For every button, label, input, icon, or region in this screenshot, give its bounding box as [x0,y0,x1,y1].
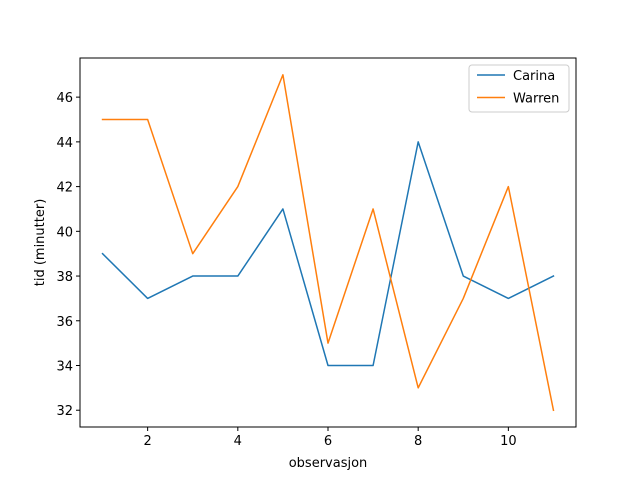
legend-label-warren: Warren [513,92,559,107]
y-tick-label: 34 [56,360,73,375]
legend-label-carina: Carina [513,69,555,84]
legend: Carina Warren [468,64,570,113]
x-tick-label: 6 [324,434,332,449]
x-tick-label: 10 [500,434,517,449]
y-axis-label: tid (minutter) [33,199,48,287]
series-line-carina [101,141,555,367]
y-axis-ticks: 32 34 36 38 40 42 44 46 [56,91,80,419]
y-tick-label: 42 [56,181,73,196]
x-axis-label: observasjon [289,456,368,471]
series-lines [101,74,555,412]
x-tick-label: 2 [143,434,151,449]
x-tick-label: 4 [234,434,242,449]
series-line-warren [101,74,555,412]
legend-box [468,64,570,113]
y-tick-label: 36 [56,315,73,330]
x-tick-label: 8 [414,434,422,449]
x-axis-ticks: 2 4 6 8 10 [143,427,517,449]
y-tick-label: 40 [56,225,73,240]
y-tick-label: 46 [56,91,73,106]
y-tick-label: 38 [56,270,73,285]
y-tick-label: 32 [56,404,73,419]
y-tick-label: 44 [56,136,73,151]
plot-area [79,57,577,428]
